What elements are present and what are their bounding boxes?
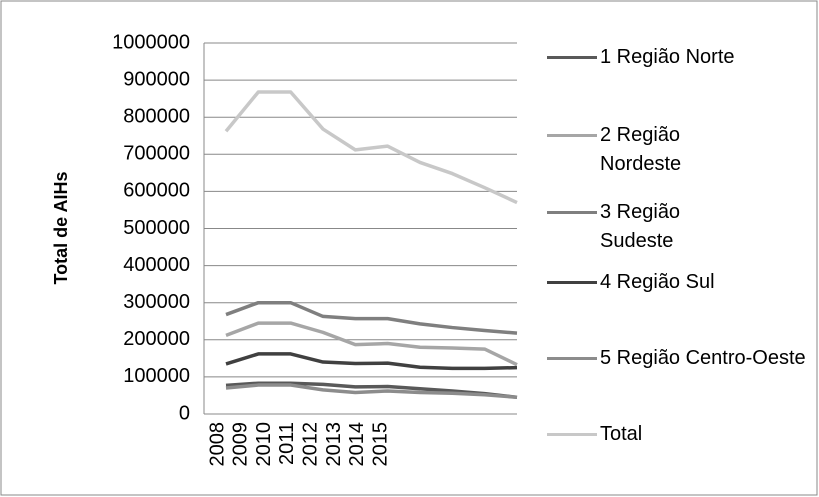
legend-label: 4 Região Sul [600,271,715,293]
legend-swatch [547,56,597,59]
legend-label: 1 Região Norte [600,46,735,68]
x-tick-label: 2013 [323,422,345,467]
y-tick-label: 300000 [123,291,190,313]
legend-label: 5 Região Centro-Oeste [600,347,806,369]
series-line [225,321,518,367]
y-tick-label: 100000 [123,365,190,387]
y-tick-label: 800000 [123,105,190,127]
y-tick-label: 400000 [123,254,190,276]
x-tick-label: 2011 [276,422,298,465]
series-line [225,352,518,371]
series-line [224,90,518,205]
y-axis-label: Total de AIHs [51,171,71,284]
x-tick-label: 2014 [346,422,368,467]
series-line [225,383,518,400]
y-tick-label: 900000 [123,68,190,90]
x-tick-label: 2012 [299,422,321,467]
y-tick-label: 500000 [123,217,190,239]
y-tick-label: 700000 [123,143,190,165]
legend-label: 2 Região Nordeste [600,124,682,175]
legend-label: 3 Região Sudeste [600,201,681,252]
x-tick-label: 2008 [206,422,228,467]
x-tick-label: 2015 [369,422,391,467]
y-tick-label: 600000 [123,180,190,202]
y-tick-label: 1000000 [112,31,190,53]
series-line [225,300,518,335]
legend-swatch [547,134,597,137]
y-tick-label: 0 [179,402,190,424]
legend-swatch [547,281,597,284]
legend-label: Total [600,423,643,445]
y-tick-label: 200000 [123,328,190,350]
x-tick-label: 2010 [253,422,275,467]
legend-swatch [547,433,597,436]
x-tick-label: 2009 [230,422,252,467]
legend-swatch [547,357,597,360]
legend-swatch [547,211,597,214]
